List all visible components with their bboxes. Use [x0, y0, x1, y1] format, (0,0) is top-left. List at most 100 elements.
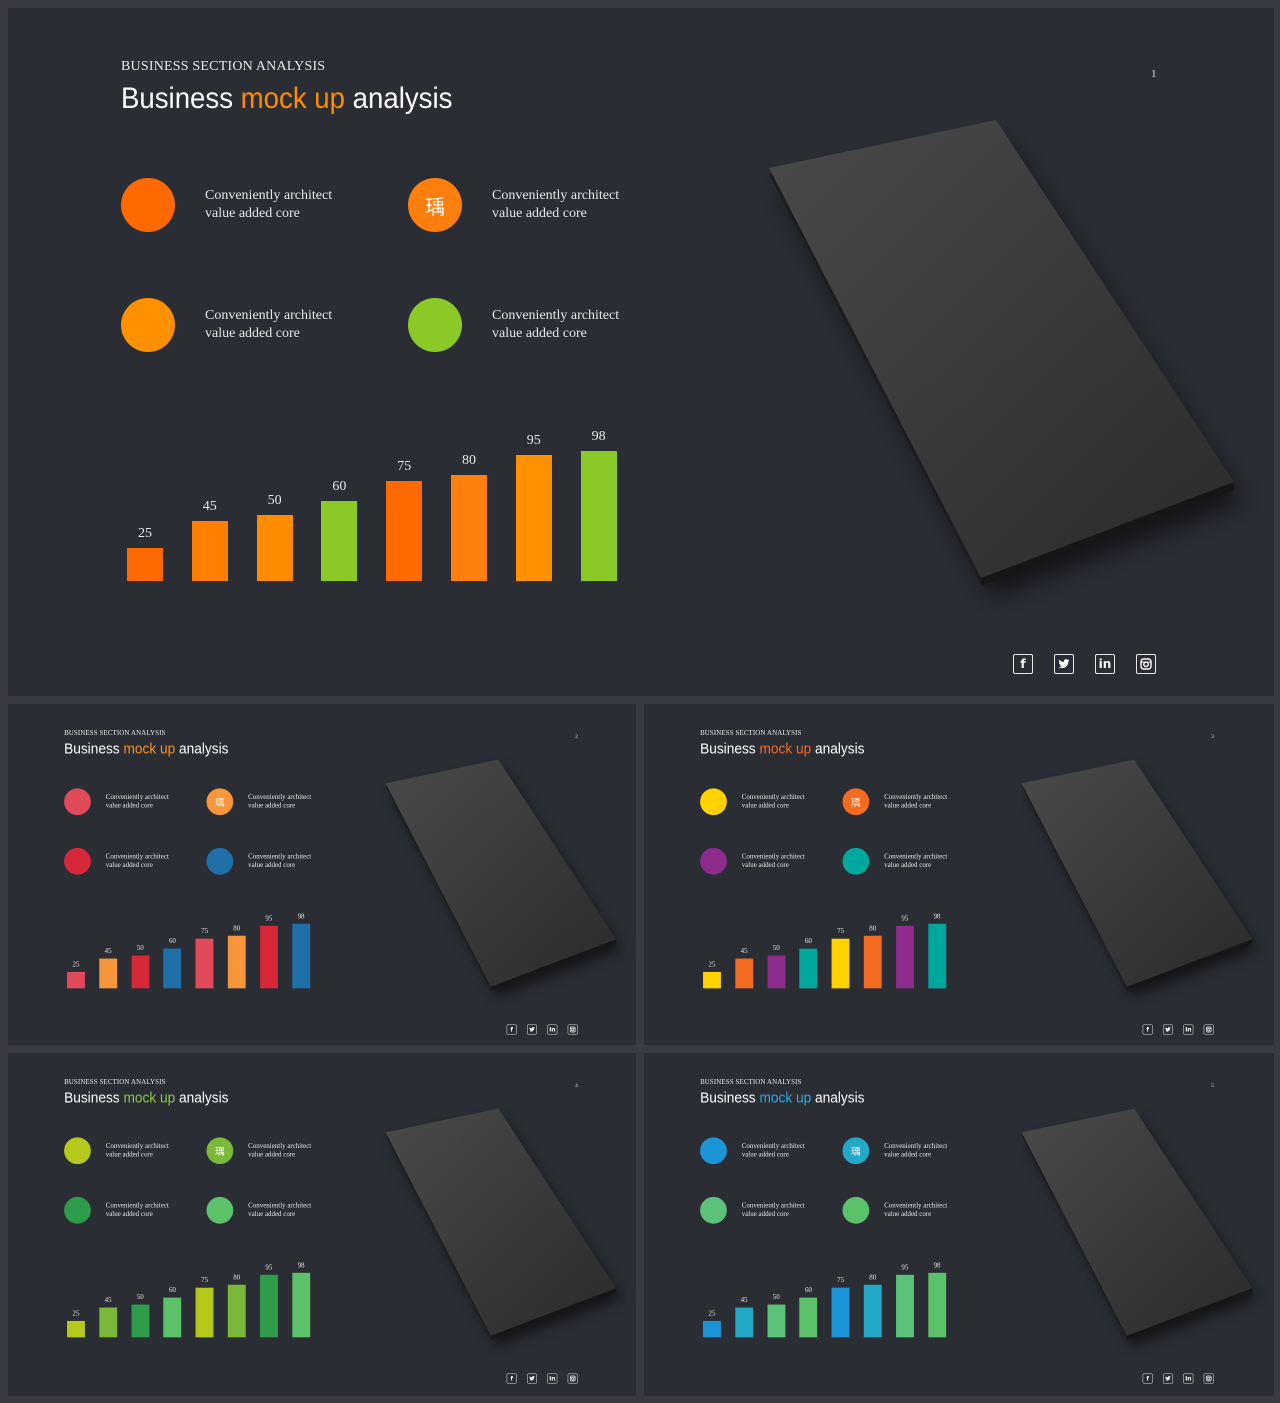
feature-text-line: Conveniently architect	[884, 793, 948, 801]
feature-text-line: Conveniently architect	[741, 793, 805, 801]
feature-circle-icon	[64, 788, 91, 816]
bar-value-label: 60	[332, 479, 347, 495]
slide-title: Business mock up analysis	[121, 82, 452, 116]
feature-circle-icon: 瑀	[842, 788, 870, 816]
feature-circle-icon	[121, 298, 175, 352]
phone-mockup-image	[1021, 1108, 1253, 1340]
bar-value-label: 50	[772, 944, 780, 952]
feature-text: Conveniently architect value added core	[248, 852, 347, 870]
chart-bar	[928, 923, 946, 989]
bar-value-label: 60	[168, 937, 176, 946]
linkedin-icon[interactable]: in	[1183, 1373, 1194, 1384]
chart-bar	[703, 1320, 721, 1338]
bar-chart: 25 45 50 60 75 80 95 98	[8, 8, 708, 608]
bar-value-label: 45	[740, 947, 748, 956]
slide-title: Business mock up analysis	[64, 741, 228, 758]
feature-circle-icon	[700, 1196, 727, 1224]
chart-bar	[163, 948, 182, 989]
chart-bar	[131, 955, 150, 989]
linkedin-icon[interactable]: in	[547, 1373, 558, 1384]
bar-value-label: 98	[591, 428, 606, 444]
feature-circle-icon	[842, 1196, 870, 1224]
bar-chart: 25 45 50 60 75 80 95 98	[644, 1053, 991, 1351]
slide-title: Business mock up analysis	[64, 1090, 228, 1107]
chart-bar	[292, 923, 310, 989]
twitter-icon[interactable]	[1163, 1024, 1173, 1035]
instagram-icon[interactable]	[567, 1373, 578, 1384]
feature-circle-icon	[842, 847, 870, 875]
slide-canvas: BUSINESS SECTION ANALYSIS Business mock …	[8, 1053, 636, 1394]
bar-value-label: 60	[804, 937, 812, 946]
instagram-icon[interactable]	[1203, 1373, 1214, 1384]
title-text-end: analysis	[811, 740, 865, 758]
bar-chart: 25 45 50 60 75 80 95 98	[8, 704, 355, 1002]
bar-value-label: 45	[104, 947, 112, 956]
bar-value-label: 60	[168, 1286, 176, 1295]
feature-circle-icon: 瑀	[206, 1137, 234, 1165]
page-number: 4	[575, 1082, 578, 1089]
twitter-icon[interactable]	[527, 1024, 537, 1035]
page-number: 1	[1151, 68, 1157, 80]
twitter-icon[interactable]	[1054, 654, 1074, 674]
chart-bar	[799, 948, 818, 989]
feature-text-line: Conveniently architect	[884, 852, 948, 861]
facebook-icon[interactable]: f	[1142, 1024, 1153, 1035]
page-number: 5	[1211, 1082, 1214, 1089]
chart-bar	[386, 481, 423, 581]
chart-bar	[292, 1272, 310, 1338]
feature-text-line: value added core	[248, 802, 296, 810]
feature-circle-icon	[700, 788, 727, 816]
twitter-icon[interactable]	[527, 1373, 537, 1384]
bar-value-label: 25	[708, 960, 716, 969]
feature-text-line: value added core	[741, 861, 789, 870]
slide-canvas: BUSINESS SECTION ANALYSIS Business mock …	[644, 1053, 1272, 1394]
feature-item: Conveniently architect value added core	[700, 847, 849, 876]
bar-value-label: 45	[104, 1296, 112, 1305]
feature-item: Conveniently architect value added core	[64, 847, 213, 876]
instagram-icon[interactable]	[1136, 654, 1156, 674]
chart-bar	[227, 935, 246, 989]
linkedin-icon[interactable]: in	[1095, 654, 1115, 674]
feature-item: Conveniently architect value added core	[64, 1196, 213, 1225]
chart-bar	[131, 1304, 150, 1338]
instagram-icon[interactable]	[1203, 1024, 1214, 1035]
bar-value-label: 95	[265, 914, 273, 923]
feature-text-line: Conveniently architect	[105, 852, 169, 861]
linkedin-icon[interactable]: in	[1183, 1024, 1194, 1035]
slide: BUSINESS SECTION ANALYSIS Business mock …	[8, 704, 636, 1045]
feature-text: Conveniently architect value added core	[106, 793, 205, 811]
slide: BUSINESS SECTION ANALYSIS Business mock …	[8, 8, 1274, 696]
twitter-icon[interactable]	[1163, 1373, 1173, 1384]
feature-circle-icon	[64, 1137, 91, 1165]
bar-value-label: 80	[869, 1273, 877, 1282]
phone-mockup-image	[385, 1108, 617, 1340]
instagram-icon[interactable]	[567, 1024, 578, 1035]
facebook-icon[interactable]: f	[1013, 654, 1033, 674]
chart-bar	[515, 454, 552, 581]
section-subtitle: BUSINESS SECTION ANALYSIS	[700, 1078, 802, 1086]
facebook-icon[interactable]: f	[1142, 1373, 1153, 1384]
feature-item: Conveniently architect value added core	[121, 298, 421, 354]
facebook-icon[interactable]: f	[506, 1024, 517, 1035]
chart-bar	[195, 938, 214, 989]
bar-value-label: 50	[136, 944, 144, 952]
chart-bar	[863, 935, 882, 989]
phone-mockup-image	[1021, 759, 1253, 991]
title-accent: mock up	[759, 740, 812, 758]
title-text-start: Business	[700, 740, 760, 758]
bar-value-label: 95	[901, 1263, 909, 1272]
feature-item: 瑀 Conveniently architect value added cor…	[842, 1137, 991, 1165]
feature-text-line: Conveniently architect	[105, 1201, 169, 1210]
feature-item: Conveniently architect value added core	[121, 178, 421, 234]
bar-value-label: 98	[297, 1261, 305, 1270]
feature-text-line: value added core	[105, 861, 153, 870]
chart-bar	[767, 955, 786, 989]
feature-item: Conveniently architect value added core	[206, 1196, 355, 1225]
bar-value-label: 98	[297, 912, 305, 921]
bar-value-label: 45	[740, 1296, 748, 1305]
chart-bar	[256, 514, 293, 581]
feature-text: Conveniently architect value added core	[492, 187, 692, 223]
linkedin-icon[interactable]: in	[547, 1024, 558, 1035]
feature-text: Conveniently architect value added core	[742, 1142, 841, 1160]
facebook-icon[interactable]: f	[506, 1373, 517, 1384]
